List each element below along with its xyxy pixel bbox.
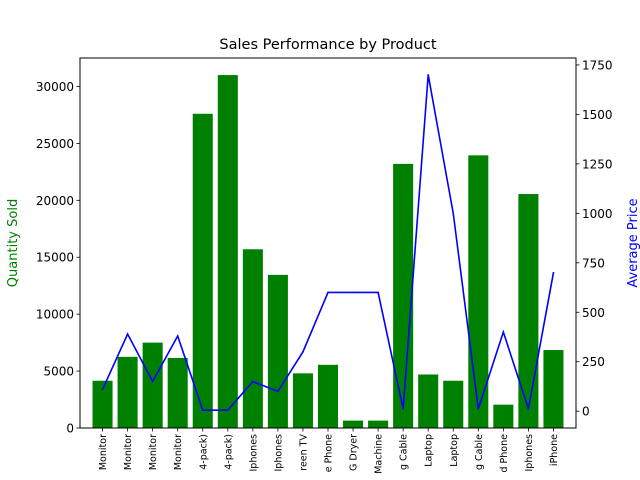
right-tick-label-6: 1500 <box>582 108 613 122</box>
bar-8 <box>292 373 313 428</box>
bar-12 <box>393 163 414 428</box>
bar-16 <box>493 404 514 428</box>
bar-6 <box>242 249 263 428</box>
x-tick-label-15: g Cable <box>474 434 485 470</box>
left-tick-label-2: 10000 <box>36 308 74 322</box>
price-point-13 <box>427 74 430 76</box>
price-point-2 <box>151 380 154 383</box>
price-point-14 <box>452 212 455 215</box>
bar-17 <box>518 194 539 428</box>
x-tick-label-9: e Phone <box>324 434 335 472</box>
price-point-15 <box>477 408 480 410</box>
price-point-8 <box>302 351 304 353</box>
x-tick-label-11: Machine <box>374 434 385 474</box>
price-point-5 <box>227 409 229 411</box>
right-tick-label-3: 750 <box>582 256 605 270</box>
right-axis-ticks: 0 250 500 750 1000 1250 1500 1750 <box>576 58 613 419</box>
bar-18 <box>543 350 564 428</box>
left-tick-label-6: 30000 <box>36 80 74 94</box>
price-point-17 <box>527 408 530 410</box>
left-tick-label-0: 0 <box>66 422 74 436</box>
price-point-9 <box>327 291 329 294</box>
price-point-16 <box>502 331 505 333</box>
price-point-11 <box>377 291 379 294</box>
bar-15 <box>468 155 489 428</box>
bar-9 <box>317 364 339 428</box>
left-axis-ticks: 0 5000 10000 15000 20000 25000 30000 <box>36 80 80 436</box>
x-tick-label-10: G Dryer <box>349 434 360 471</box>
bar-3 <box>167 357 188 428</box>
right-tick-label-5: 1250 <box>582 157 613 171</box>
right-tick-label-2: 500 <box>582 306 605 320</box>
x-tick-label-8: reen TV <box>298 434 309 471</box>
chart-title: Sales Performance by Product <box>219 37 436 53</box>
x-tick-label-7: Iphones <box>273 434 284 472</box>
x-tick-label-18: iPhone <box>549 434 560 466</box>
left-tick-label-3: 15000 <box>36 251 74 265</box>
x-tick-label-13: Laptop <box>424 434 435 467</box>
bar-series <box>92 75 564 428</box>
x-tick-label-5: 4-pack) <box>223 434 234 470</box>
right-tick-label-0: 0 <box>582 405 590 419</box>
x-tick-label-3: Monitor <box>173 434 184 470</box>
x-tick-label-4: 4-pack) <box>198 434 209 470</box>
y-axis-label-left: Quantity Sold <box>6 199 21 287</box>
left-tick-label-5: 25000 <box>36 137 74 151</box>
bar-11 <box>368 420 389 428</box>
y-axis-label-right: Average Price <box>626 198 640 287</box>
price-point-1 <box>126 333 129 335</box>
price-line-series <box>101 74 555 411</box>
bar-2 <box>142 342 163 428</box>
right-tick-label-4: 1000 <box>582 207 613 221</box>
price-point-10 <box>352 291 354 294</box>
x-tick-label-12: g Cable <box>399 434 410 470</box>
price-point-18 <box>552 271 555 274</box>
x-tick-label-1: Monitor <box>123 434 134 470</box>
left-tick-label-4: 20000 <box>36 194 74 208</box>
x-axis-ticks: Monitor Monitor Monitor Monitor 4-pack) 4-pac… <box>98 428 560 474</box>
right-tick-label-1: 250 <box>582 355 605 369</box>
bar-10 <box>343 420 364 428</box>
bar-4 <box>192 113 213 428</box>
price-point-4 <box>201 409 204 411</box>
right-tick-label-7: 1750 <box>582 58 613 72</box>
x-tick-label-6: Iphones <box>248 434 259 472</box>
x-tick-label-16: d Phone <box>499 434 510 473</box>
price-point-6 <box>252 380 254 383</box>
x-tick-label-14: Laptop <box>449 434 460 467</box>
x-tick-label-0: Monitor <box>98 434 109 470</box>
bar-1 <box>117 356 138 428</box>
price-point-0 <box>101 388 104 391</box>
bar-0 <box>92 380 113 428</box>
x-tick-label-17: Iphones <box>524 434 535 472</box>
x-tick-label-2: Monitor <box>148 434 159 470</box>
left-tick-label-1: 5000 <box>43 365 74 379</box>
price-point-12 <box>402 408 404 410</box>
bar-13 <box>418 374 439 428</box>
price-point-7 <box>277 390 279 393</box>
bar-5 <box>217 75 238 428</box>
bar-14 <box>443 380 464 428</box>
bar-7 <box>267 274 288 428</box>
price-point-3 <box>176 335 179 337</box>
